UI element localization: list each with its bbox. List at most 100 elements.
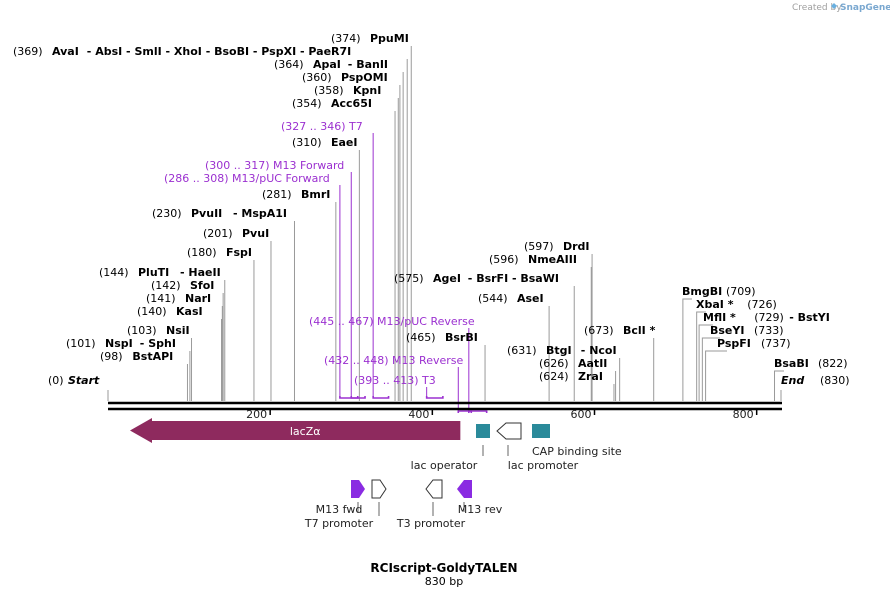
enzyme-name: NspI <box>105 337 133 350</box>
primer-label: (393 .. 413) T3 <box>354 374 436 387</box>
primer-bracket <box>372 396 390 399</box>
enzyme-extra: - HaeII <box>180 266 221 279</box>
enzyme-position: (360) <box>302 71 332 84</box>
primer-label: (300 .. 317) M13 Forward <box>205 159 344 172</box>
credit-text: Created by <box>792 3 842 13</box>
enzyme-position: (364) <box>274 58 304 71</box>
enzyme-name: BstAPI <box>132 350 173 363</box>
enzyme-position: (737) <box>761 337 791 350</box>
lac-promoter-label: lac promoter <box>508 459 579 472</box>
end-position: (0) <box>48 374 64 387</box>
enzyme-position: (230) <box>152 207 182 220</box>
plasmid-length: 830 bp <box>425 575 463 588</box>
axis-ticks: 200 400 600 800 <box>246 408 758 421</box>
enzyme-position: (374) <box>331 32 361 45</box>
m13-fwd-label: M13 fwd <box>316 503 363 516</box>
primer-bracket <box>339 396 359 399</box>
enzyme-name: BmrI <box>301 188 330 201</box>
enzyme-name: BsaBI <box>774 357 809 370</box>
primer-label: (445 .. 467) M13/pUC Reverse <box>309 315 475 328</box>
cap-site-label: CAP binding site <box>532 445 622 458</box>
enzyme-extra: - AbsI - SmlI - XhoI - BsoBI - PspXI - P… <box>87 45 351 58</box>
axis-tick-label: 600 <box>571 408 592 421</box>
primer-label: (432 .. 448) M13 Reverse <box>324 354 463 367</box>
end-name: Start <box>68 374 100 387</box>
enzyme-position: (140) <box>137 305 167 318</box>
enzyme-position: (596) <box>489 253 519 266</box>
enzyme-position: (673) <box>584 324 614 337</box>
enzyme-name: AvaI <box>52 45 79 58</box>
enzyme-name: KasI <box>176 305 203 318</box>
site-leader <box>698 324 713 401</box>
enzyme-position: (103) <box>127 324 157 337</box>
enzyme-position: (141) <box>146 292 176 305</box>
m13-rev-label: M13 rev <box>458 503 503 516</box>
enzyme-extra: - MspA1I <box>233 207 287 220</box>
lacz-feature <box>130 418 461 443</box>
t7-promoter-feature <box>371 479 387 499</box>
credit-brand: SnapGene <box>840 3 890 13</box>
enzyme-extra: - BsrFI - BsaWI <box>468 272 559 285</box>
lac-operator-feature <box>476 424 490 438</box>
enzyme-name: ApaI <box>313 58 341 71</box>
enzyme-name: XbaI * <box>696 298 734 311</box>
enzyme-name: FspI <box>226 246 252 259</box>
enzyme-name: BclI * <box>623 324 656 337</box>
t7-promoter-label: T7 promoter <box>304 517 374 530</box>
enzyme-name: PluTI <box>138 266 169 279</box>
primer-bracket <box>425 396 444 399</box>
enzyme-position: (281) <box>262 188 292 201</box>
lac-operator-label: lac operator <box>411 459 478 472</box>
leader-lines <box>107 46 784 401</box>
enzyme-position: (822) <box>818 357 848 370</box>
primer-label: (286 .. 308) M13/pUC Forward <box>164 172 330 185</box>
enzyme-extra: - SphI <box>140 337 176 350</box>
t3-promoter-label: T3 promoter <box>396 517 466 530</box>
enzyme-name: AseI <box>517 292 544 305</box>
backbone <box>108 401 782 411</box>
enzyme-position: (354) <box>292 97 322 110</box>
enzyme-name: AgeI <box>433 272 461 285</box>
end-position: (830) <box>820 374 850 387</box>
m13-fwd-feature <box>351 480 365 498</box>
enzyme-extra: - NcoI <box>581 344 617 357</box>
enzyme-position: (709) <box>726 285 756 298</box>
enzyme-name: SfoI <box>190 279 214 292</box>
site-leader <box>774 370 784 401</box>
enzyme-name: BsrBI <box>445 331 478 344</box>
enzyme-name: EaeI <box>331 136 358 149</box>
enzyme-position: (358) <box>314 84 344 97</box>
enzyme-position: (631) <box>507 344 537 357</box>
m13-rev-feature <box>457 480 472 498</box>
enzyme-name: PspOMI <box>341 71 388 84</box>
site-labels: (98) BstAPI (101) NspI - SphI(103) NsiI (140) K… <box>13 32 850 387</box>
enzyme-name: PpuMI <box>370 32 409 45</box>
primer-bracket <box>457 410 473 413</box>
enzyme-position: (729) <box>754 311 784 324</box>
enzyme-position: (726) <box>747 298 777 311</box>
enzyme-extra: - BanII <box>348 58 388 71</box>
axis-tick-label: 800 <box>733 408 754 421</box>
axis-tick-label: 400 <box>408 408 429 421</box>
site-leader <box>705 350 727 401</box>
enzyme-name: AatII <box>578 357 607 370</box>
enzyme-name: PvuI <box>242 227 269 240</box>
enzyme-name: NarI <box>185 292 211 305</box>
enzyme-position: (98) <box>100 350 123 363</box>
end-name: End <box>781 374 804 387</box>
enzyme-position: (180) <box>187 246 217 259</box>
enzyme-position: (310) <box>292 136 322 149</box>
enzyme-position: (575) <box>394 272 424 285</box>
enzyme-position: (624) <box>539 370 569 383</box>
site-leader <box>701 337 720 401</box>
enzyme-name: DrdI <box>563 240 590 253</box>
t3-promoter-feature <box>425 479 443 499</box>
enzyme-position: (465) <box>406 331 436 344</box>
lacz-label: lacZα <box>290 425 321 438</box>
site-leader <box>682 298 692 401</box>
enzyme-name: PvuII <box>191 207 222 220</box>
enzyme-name: ZraI <box>578 370 603 383</box>
enzyme-name: BtgI <box>546 344 572 357</box>
